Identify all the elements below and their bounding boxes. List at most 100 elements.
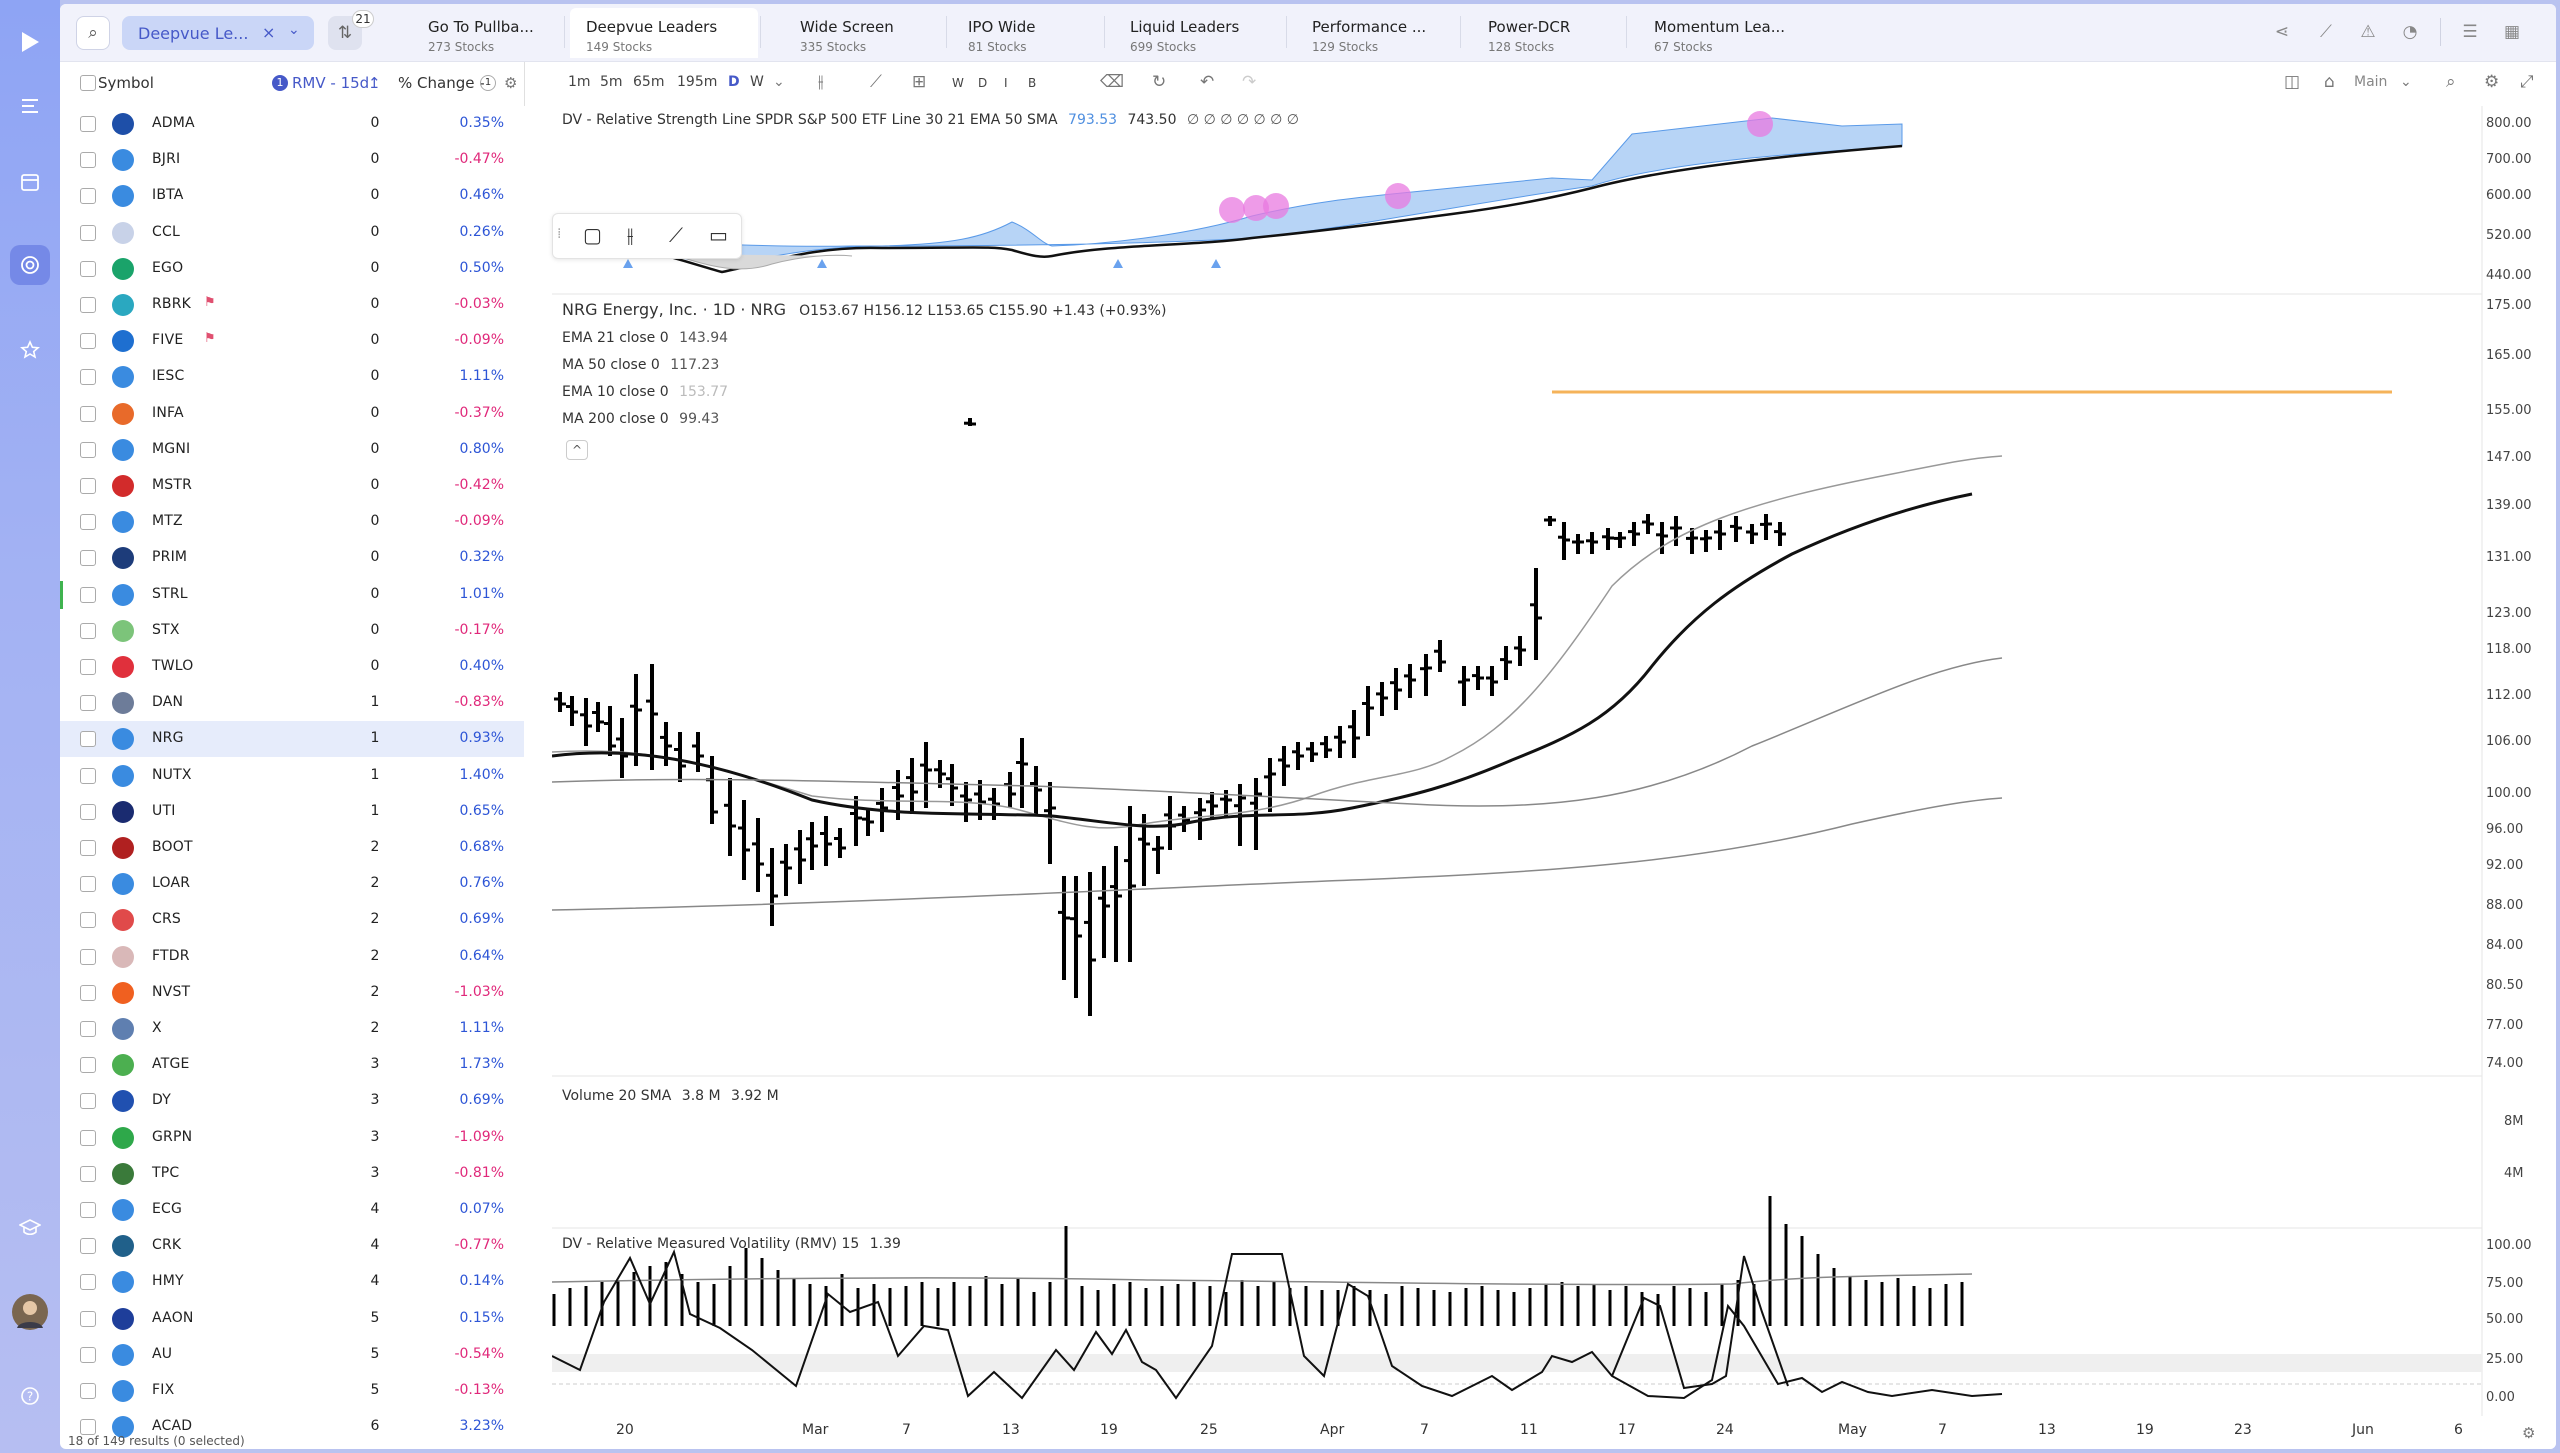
row-checkbox[interactable] [80, 1165, 96, 1182]
watchlist-selector[interactable]: Deepvue Le... × ⌄ [122, 16, 314, 50]
list-item[interactable]: BOOT 2 0.68% [60, 830, 524, 866]
row-checkbox[interactable] [80, 514, 96, 531]
row-checkbox[interactable] [80, 622, 96, 639]
row-symbol[interactable]: CRS [152, 911, 181, 928]
row-checkbox[interactable] [80, 731, 96, 748]
row-checkbox[interactable] [80, 333, 96, 350]
collapse-studies-button[interactable]: ^ [566, 440, 588, 460]
list-item[interactable]: ATGE 3 1.73% [60, 1047, 524, 1083]
comment-icon[interactable]: ▭ [709, 223, 728, 247]
row-checkbox[interactable] [80, 1021, 96, 1037]
row-checkbox[interactable] [80, 1238, 96, 1255]
row-symbol[interactable]: RBRK [152, 296, 192, 312]
list-item[interactable]: ACAD 6 3.23% [60, 1409, 524, 1443]
list-item[interactable]: RBRK ⚑ 0 -0.03% [60, 287, 524, 323]
row-symbol[interactable]: ADMA [152, 115, 195, 131]
row-checkbox[interactable] [80, 840, 96, 856]
list-item[interactable]: UTI 1 0.65% [60, 794, 524, 830]
settings-icon[interactable]: ⚙ [2484, 72, 2500, 92]
row-checkbox[interactable] [80, 116, 96, 132]
letter-d[interactable]: D [978, 76, 988, 90]
row-symbol[interactable]: IESC [152, 368, 185, 385]
row-symbol[interactable]: FIVE [152, 332, 184, 349]
candles-icon[interactable]: ⫲ [627, 223, 634, 247]
row-symbol[interactable]: ATGE [152, 1056, 190, 1073]
tf-65m[interactable]: 65m [633, 74, 665, 90]
row-checkbox[interactable] [80, 224, 96, 241]
sort-asc-icon[interactable]: ↥ [368, 74, 381, 92]
row-checkbox[interactable] [80, 1346, 96, 1363]
row-symbol[interactable]: CRK [152, 1237, 182, 1254]
row-checkbox[interactable] [80, 984, 96, 1001]
tf-1m[interactable]: 1m [568, 74, 591, 90]
letter-w[interactable]: W [952, 76, 964, 90]
grid-icon[interactable]: ▦ [2503, 22, 2521, 42]
row-checkbox[interactable] [80, 1419, 96, 1436]
zoom-icon[interactable]: ⌕ [2446, 72, 2456, 92]
letter-b[interactable]: B [1028, 76, 1037, 90]
list-item[interactable]: AAON 5 0.15% [60, 1301, 524, 1337]
close-icon[interactable]: × [262, 23, 276, 42]
row-checkbox[interactable] [80, 659, 96, 675]
list-item[interactable]: GRPN 3 -1.09% [60, 1120, 524, 1156]
study-row[interactable]: MA 50 close 0 117.23 [562, 357, 719, 373]
row-symbol[interactable]: FTDR [152, 947, 190, 964]
letter-i[interactable]: I [1004, 76, 1008, 90]
folder-icon[interactable]: ⌂ [2324, 72, 2335, 92]
target-icon[interactable] [10, 245, 50, 285]
list-item[interactable]: FIVE ⚑ 0 -0.09% [60, 323, 524, 359]
help-icon[interactable]: ? [14, 1380, 46, 1412]
avatar[interactable] [12, 1294, 48, 1330]
list-item[interactable]: BJRI 0 -0.47% [60, 142, 524, 178]
list-item[interactable]: IBTA 0 0.46% [60, 178, 524, 214]
row-checkbox[interactable] [80, 1057, 96, 1074]
list-item[interactable]: EGO 0 0.50% [60, 251, 524, 287]
row-checkbox[interactable] [80, 1202, 96, 1218]
row-checkbox[interactable] [80, 188, 96, 205]
tab-ipo-wide[interactable]: IPO Wide 81 Stocks [952, 8, 1102, 58]
tf-195m[interactable]: 195m [677, 74, 718, 90]
bell-icon[interactable]: ◔ [2402, 22, 2418, 42]
list-item[interactable]: ECG 4 0.07% [60, 1192, 524, 1228]
panel-icon[interactable]: ◫ [2284, 72, 2301, 92]
list-item[interactable]: CRS 2 0.69% [60, 902, 524, 938]
row-checkbox[interactable] [80, 803, 96, 820]
row-checkbox[interactable] [80, 441, 96, 458]
list-item[interactable]: IESC 0 1.11% [60, 359, 524, 395]
fullscreen-icon[interactable]: ⤢ [2520, 72, 2534, 92]
study-row[interactable]: EMA 21 close 0 143.94 [562, 330, 728, 346]
share-icon[interactable]: ⋖ [2274, 22, 2290, 42]
list-item[interactable]: MGNI 0 0.80% [60, 432, 524, 468]
layout-icon[interactable]: ⊞ [912, 72, 927, 92]
undo-icon[interactable]: ↶ [1200, 72, 1215, 92]
list-item[interactable]: FIX 5 -0.13% [60, 1373, 524, 1409]
study-row[interactable]: EMA 10 close 0 153.77 [562, 384, 728, 400]
tab-power-dcr[interactable]: Power-DCR 128 Stocks [1472, 8, 1624, 58]
list-item[interactable]: MTZ 0 -0.09% [60, 504, 524, 540]
col-symbol-header[interactable]: Symbol [98, 74, 154, 92]
list-item[interactable]: TWLO 0 0.40% [60, 649, 524, 685]
row-checkbox[interactable] [80, 405, 96, 422]
row-symbol[interactable]: TPC [152, 1164, 180, 1181]
row-checkbox[interactable] [80, 152, 96, 169]
row-checkbox[interactable] [80, 260, 96, 277]
row-checkbox[interactable] [80, 695, 96, 712]
row-symbol[interactable]: X [152, 1020, 162, 1036]
menu-icon[interactable] [14, 90, 46, 122]
row-symbol[interactable]: ACAD [152, 1418, 193, 1435]
row-checkbox[interactable] [80, 478, 96, 494]
list-item[interactable]: CCL 0 0.26% [60, 215, 524, 251]
list-item[interactable]: ADMA 0 0.35% [60, 106, 524, 142]
tab-liquid-leaders[interactable]: Liquid Leaders 699 Stocks [1114, 8, 1284, 58]
filter-button[interactable]: ⇅ [328, 16, 362, 50]
row-symbol[interactable]: AAON [152, 1309, 194, 1326]
list-item[interactable]: X 2 1.11% [60, 1011, 524, 1047]
row-symbol[interactable]: BOOT [152, 839, 193, 855]
search-button[interactable]: ⌕ [76, 16, 110, 50]
row-symbol[interactable]: LOAR [152, 875, 191, 892]
eraser-icon[interactable]: ⌫ [1100, 72, 1125, 92]
tab-momentum-lea[interactable]: Momentum Lea... 67 Stocks [1638, 8, 1808, 58]
chevron-down-icon[interactable]: ⌄ [2400, 74, 2412, 90]
list-item[interactable]: STX 0 -0.17% [60, 613, 524, 649]
list-icon[interactable]: ☰ [2462, 22, 2478, 42]
